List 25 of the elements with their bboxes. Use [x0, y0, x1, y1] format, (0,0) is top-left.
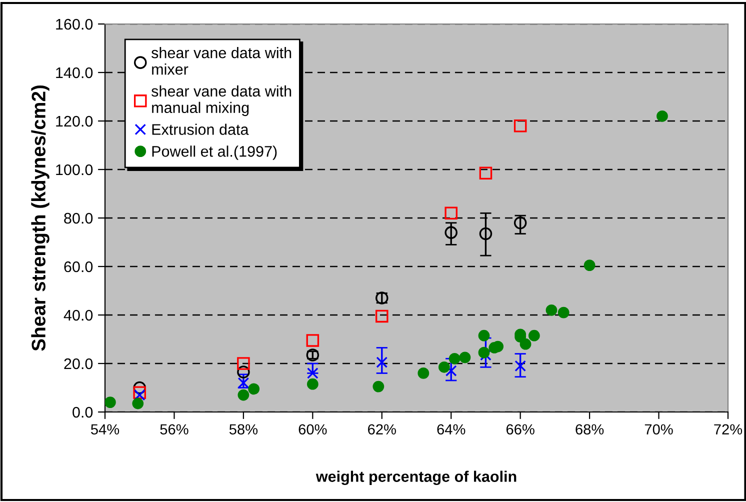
y-tick-label: 120.0 — [56, 116, 93, 127]
x-axis-title: weight percentage of kaolin — [316, 470, 516, 486]
y-tick-label: 160.0 — [56, 18, 93, 30]
legend-label: shear vane data with manual mixing — [151, 85, 292, 116]
x-tick-label: 64% — [437, 424, 466, 435]
x-tick-label: 70% — [644, 424, 673, 435]
y-tick-label: 60.0 — [64, 261, 93, 272]
x-tick-label: 72% — [714, 424, 742, 434]
y-tick-label: 0.0 — [72, 406, 93, 418]
legend-label: shear vane data with mixer — [151, 47, 292, 75]
x-tick-label: 54% — [90, 424, 120, 435]
x-tick-label: 68% — [576, 424, 604, 435]
x-tick-label: 62% — [368, 424, 396, 435]
x-tick-label: 60% — [298, 424, 327, 435]
y-tick-label: 40.0 — [64, 310, 93, 321]
x-tick-label: 58% — [229, 424, 258, 435]
y-tick-label: 100.0 — [56, 164, 93, 176]
x-tick-label: 66% — [506, 424, 534, 435]
y-axis-title: Shear strength (kdynes/cm2) — [31, 86, 50, 351]
x-tick-label: 56% — [160, 424, 188, 435]
y-tick-label: 20.0 — [64, 358, 93, 370]
y-tick-label: 140.0 — [56, 67, 93, 78]
y-tick-label: 80.0 — [64, 212, 93, 224]
legend-label: Powell et al.(1997) — [152, 146, 277, 160]
legend-label: Extrusion data — [152, 124, 249, 135]
